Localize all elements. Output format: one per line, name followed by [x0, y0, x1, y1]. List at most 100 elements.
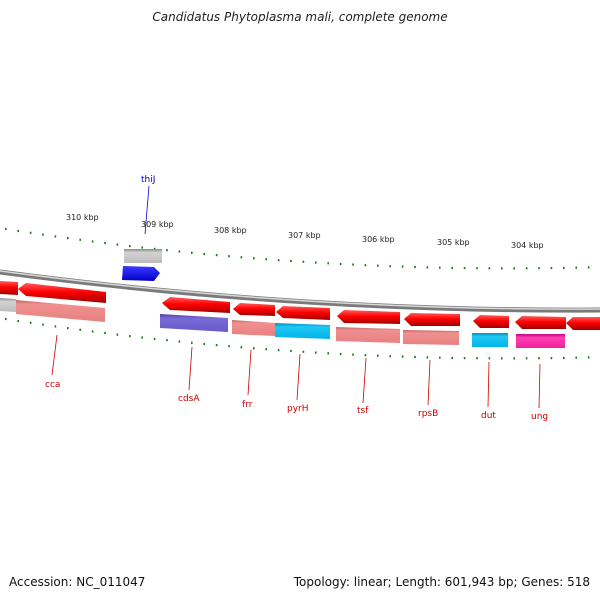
- ruler-minor-tick: [563, 266, 565, 269]
- gene-label-thij[interactable]: thiJ: [141, 175, 155, 185]
- feature-protein-box[interactable]: [160, 314, 228, 332]
- ruler-minor-tick: [439, 266, 441, 269]
- feature-thij-gene[interactable]: [124, 249, 162, 263]
- ruler-minor-tick: [166, 249, 168, 252]
- feature-protein-box[interactable]: [0, 298, 16, 312]
- ruler-minor-tick: [339, 352, 342, 356]
- ruler-minor-tick: [228, 345, 230, 348]
- gene-features-row: [0, 281, 600, 330]
- ruler-minor-tick: [364, 354, 367, 357]
- ruler-minor-tick: [17, 229, 19, 233]
- ruler-minor-tick: [253, 257, 255, 260]
- ruler-minor-tick: [315, 351, 317, 354]
- feature-protein-box[interactable]: [275, 323, 330, 339]
- gene-label-tsf[interactable]: tsf: [357, 406, 369, 416]
- ruler-minor-tick: [153, 247, 156, 250]
- protein-features-row: [0, 298, 565, 348]
- scale-ruler-lower: [5, 317, 590, 360]
- ruler-minor-tick: [277, 259, 280, 262]
- ruler-minor-tick: [315, 261, 317, 264]
- ruler-minor-tick: [116, 333, 119, 336]
- ruler-minor-tick: [203, 342, 205, 346]
- ruler-minor-tick: [240, 346, 243, 349]
- ruler-minor-tick: [129, 335, 131, 338]
- accession-text: Accession: NC_011047: [9, 575, 146, 589]
- gene-label-ung[interactable]: ung: [531, 412, 548, 422]
- ruler-minor-tick: [513, 357, 515, 360]
- ruler-minor-tick: [575, 356, 577, 359]
- feature-protein-box[interactable]: [516, 334, 565, 348]
- ruler-minor-tick: [203, 252, 205, 256]
- tick-label: 305 kbp: [437, 238, 470, 247]
- gene-label-cdsa[interactable]: cdsA: [178, 394, 200, 404]
- feature-protein-box[interactable]: [472, 333, 508, 347]
- ruler-minor-tick: [426, 266, 429, 269]
- ruler-minor-tick: [488, 267, 491, 270]
- feature-thij-protein[interactable]: [122, 266, 160, 281]
- ruler-minor-tick: [550, 357, 553, 360]
- feature-gene-arrow[interactable]: [473, 315, 509, 328]
- feature-gene-arrow[interactable]: [276, 306, 330, 320]
- ruler-minor-tick: [178, 250, 181, 253]
- scale-labels: 310 kbp 309 kbp 308 kbp 307 kbp 306 kbp …: [66, 213, 544, 250]
- ruler-minor-tick: [501, 357, 503, 360]
- feature-gene-arrow[interactable]: [233, 303, 275, 316]
- ruler-minor-tick: [352, 353, 354, 356]
- gene-label-cca[interactable]: cca: [45, 380, 60, 390]
- feature-gene-arrow[interactable]: [404, 313, 460, 326]
- ruler-minor-tick: [587, 266, 590, 269]
- ruler-minor-tick: [42, 323, 44, 326]
- ruler-minor-tick: [153, 337, 156, 340]
- feature-gene-arrow[interactable]: [566, 317, 600, 330]
- ruler-minor-tick: [265, 258, 267, 261]
- gene-label-pyrh[interactable]: pyrH: [287, 404, 309, 414]
- genome-backbone: [0, 269, 600, 313]
- ruler-minor-tick: [277, 349, 280, 352]
- gene-label-rpsb[interactable]: rpsB: [418, 409, 438, 419]
- ruler-minor-tick: [451, 356, 453, 359]
- ruler-minor-tick: [290, 349, 292, 353]
- ruler-minor-tick: [129, 245, 131, 248]
- feature-gene-arrow[interactable]: [18, 283, 106, 303]
- ruler-minor-tick: [476, 267, 478, 270]
- feature-gene-arrow[interactable]: [0, 281, 18, 295]
- feature-protein-box[interactable]: [16, 300, 105, 322]
- ruler-minor-tick: [265, 348, 267, 351]
- gene-label-frr[interactable]: frr: [242, 400, 253, 410]
- ruler-minor-tick: [253, 347, 255, 350]
- tick-label: 304 kbp: [511, 241, 544, 250]
- feature-protein-box[interactable]: [232, 320, 275, 336]
- gene-label-dut[interactable]: dut: [481, 411, 496, 421]
- tick-label: 310 kbp: [66, 213, 99, 222]
- ruler-minor-tick: [389, 355, 391, 358]
- ruler-minor-tick: [377, 354, 379, 357]
- ruler-minor-tick: [513, 267, 515, 270]
- ruler-minor-tick: [401, 355, 404, 358]
- ruler-minor-tick: [439, 356, 441, 359]
- feature-gene-arrow[interactable]: [162, 297, 230, 313]
- gene-labels: thiJ cca cdsA frr pyrH tsf rpsB dut ung: [45, 175, 548, 422]
- ruler-minor-tick: [463, 357, 466, 360]
- ruler-minor-tick: [563, 356, 565, 359]
- feature-gene-arrow[interactable]: [515, 316, 566, 329]
- ruler-minor-tick: [215, 344, 218, 347]
- tick-label: 308 kbp: [214, 226, 247, 235]
- ruler-minor-tick: [54, 235, 57, 238]
- feature-protein-box[interactable]: [336, 327, 400, 343]
- feature-protein-box[interactable]: [403, 330, 459, 345]
- feature-gene-arrow[interactable]: [337, 310, 400, 324]
- tick-label: 307 kbp: [288, 231, 321, 240]
- ruler-minor-tick: [91, 330, 94, 333]
- ruler-minor-tick: [327, 262, 329, 265]
- ruler-minor-tick: [538, 357, 540, 360]
- ruler-minor-tick: [5, 317, 7, 321]
- ruler-minor-tick: [141, 246, 143, 249]
- ruler-minor-tick: [488, 357, 491, 360]
- tick-label: 306 kbp: [362, 235, 395, 244]
- ruler-minor-tick: [17, 319, 19, 323]
- tick-label: 309 kbp: [141, 220, 174, 229]
- ruler-minor-tick: [389, 265, 391, 268]
- ruler-minor-tick: [327, 352, 329, 355]
- ruler-minor-tick: [290, 259, 292, 263]
